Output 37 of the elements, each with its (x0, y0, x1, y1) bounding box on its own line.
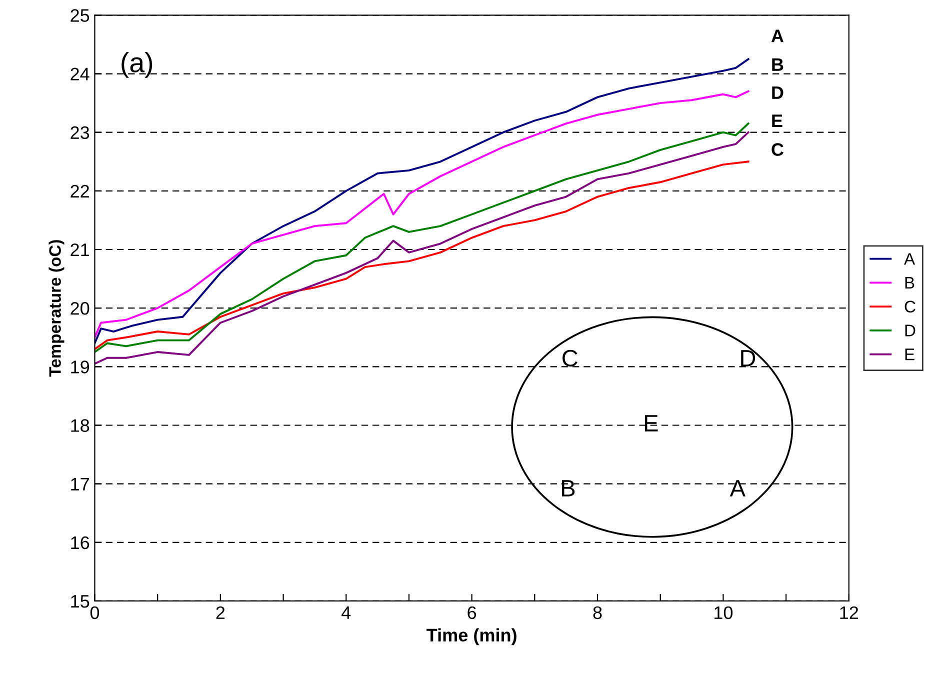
legend-label: B (905, 277, 914, 289)
x-tick-label: 10 (714, 606, 733, 620)
annotation: A (730, 480, 746, 496)
annotation: E (644, 415, 658, 432)
annotation: D (772, 86, 784, 99)
x-tick-label: 6 (468, 606, 476, 620)
annotation: E (772, 114, 782, 128)
x-axis-title: Time (min) (426, 628, 516, 646)
line-series (94, 160, 750, 350)
y-tick-label: 23 (70, 126, 90, 140)
annotation: C (562, 350, 578, 367)
y-tick-label: 19 (71, 360, 90, 374)
x-tick-label: 12 (840, 606, 858, 619)
x-tick-label: 4 (342, 606, 351, 619)
y-tick-label: 20 (70, 302, 90, 315)
annotation: A (771, 30, 784, 42)
legend-label: C (904, 300, 916, 313)
x-tick-label: 8 (593, 606, 602, 620)
annotation: B (562, 480, 575, 496)
legend-label: D (905, 324, 916, 336)
annotation: B (772, 58, 784, 71)
legend-label: A (904, 253, 916, 265)
x-tick-label: 0 (90, 606, 100, 620)
y-tick-label: 25 (70, 9, 90, 22)
y-tick-label: 15 (71, 595, 90, 608)
y-tick-label: 18 (71, 419, 90, 432)
x-tick-label: 2 (216, 606, 225, 619)
y-tick-label: 22 (70, 184, 89, 198)
y-tick-label: 16 (71, 536, 90, 550)
annotation: (a) (122, 52, 152, 78)
y-tick-label: 17 (71, 478, 89, 490)
y-tick-label: 24 (70, 68, 90, 80)
annotation: C (772, 143, 784, 156)
legend-label: E (905, 348, 914, 360)
y-axis-title: Temperature (oC) (48, 240, 64, 377)
y-tick-label: 21 (70, 243, 89, 256)
annotation: D (741, 350, 756, 366)
